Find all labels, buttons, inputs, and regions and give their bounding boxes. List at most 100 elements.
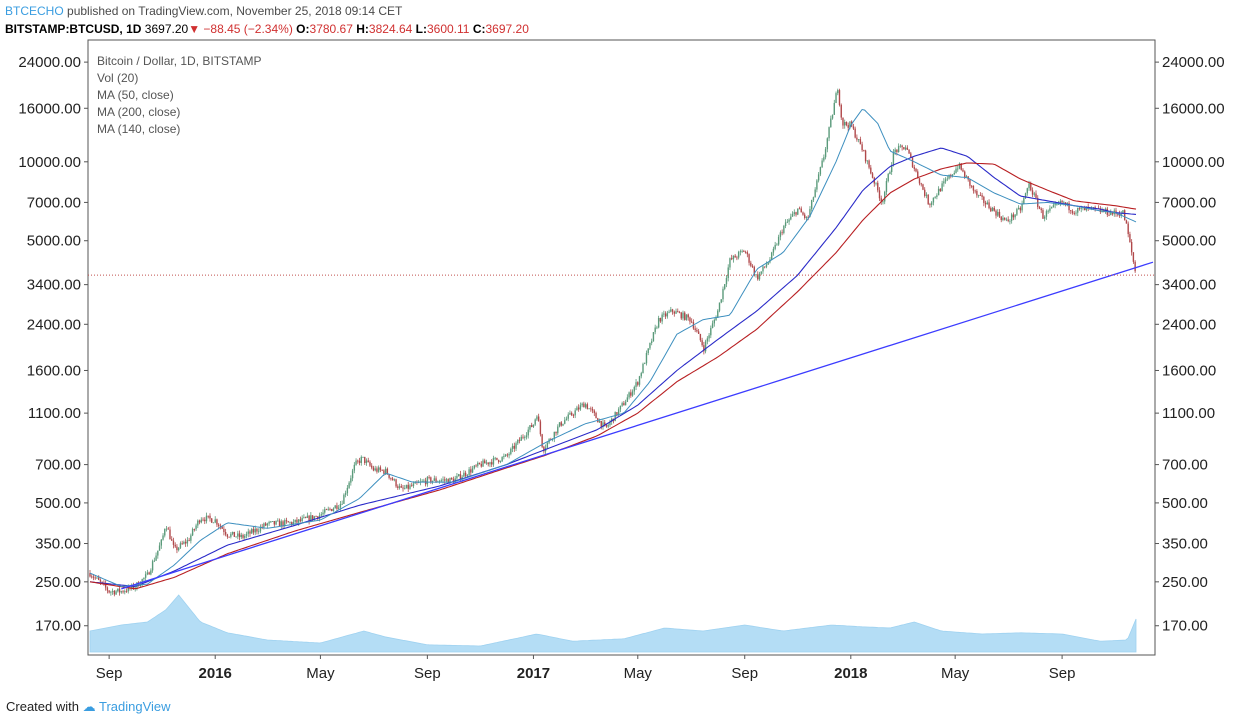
candle-body: [951, 174, 954, 177]
candle-body: [417, 482, 420, 484]
candle-body: [722, 288, 724, 300]
candle-body: [605, 424, 608, 427]
candle-body: [529, 425, 531, 430]
candle-body: [1031, 190, 1034, 195]
candle-body: [814, 189, 816, 198]
candle-body: [925, 194, 928, 196]
candle-body: [310, 515, 312, 522]
candle-body: [473, 465, 476, 469]
ma50-line: [89, 108, 1137, 588]
candle-body: [737, 252, 740, 258]
candle-body: [941, 183, 943, 192]
legend-vol[interactable]: Vol (20): [97, 71, 139, 85]
candle-body: [807, 216, 809, 218]
candle-body: [663, 313, 665, 315]
candle-body: [115, 591, 117, 595]
candle-body: [344, 493, 347, 495]
candle-body: [409, 485, 411, 489]
candle-body: [607, 425, 609, 427]
close-value: 3697.20: [485, 22, 529, 36]
legend-ma200[interactable]: MA (200, close): [97, 105, 181, 119]
candle-body: [176, 546, 178, 551]
author-name[interactable]: BTCECHO: [5, 4, 64, 18]
candle-body: [1094, 207, 1096, 209]
low-label: L:: [415, 22, 427, 36]
candle-body: [92, 576, 95, 578]
y-tick-right: 700.00: [1162, 457, 1208, 474]
candle-body: [541, 434, 543, 447]
candle-body: [555, 431, 557, 434]
candle-body: [577, 407, 580, 410]
candle-body: [451, 477, 453, 480]
candle-body: [710, 328, 712, 336]
candle-body: [579, 405, 582, 410]
candle-body: [591, 408, 594, 411]
candle-body: [285, 520, 288, 522]
tradingview-cloud-icon[interactable]: ☁: [82, 699, 96, 714]
candle-body: [715, 317, 717, 320]
y-tick-right: 1600.00: [1162, 362, 1216, 379]
candle-body: [647, 348, 649, 354]
candle-body: [221, 526, 223, 529]
candle-body: [677, 311, 679, 313]
candle-body: [517, 439, 519, 444]
candle-body: [969, 179, 971, 186]
tradingview-link[interactable]: TradingView: [99, 699, 171, 714]
candle-body: [492, 458, 495, 465]
y-tick-left: 10000.00: [18, 154, 81, 171]
chart-frame: [87, 39, 1156, 656]
legend-ma50[interactable]: MA (50, close): [97, 88, 174, 102]
candle-body: [729, 258, 731, 268]
candle-body: [689, 317, 691, 322]
candle-body: [1033, 193, 1035, 195]
candle-body: [482, 460, 484, 467]
candle-body: [518, 439, 521, 441]
candle-body: [268, 521, 270, 524]
candle-body: [327, 508, 329, 510]
candle-body: [708, 335, 710, 339]
candle-body: [870, 167, 872, 174]
candle-body: [301, 517, 303, 521]
candle-body: [503, 456, 505, 457]
candle-body: [701, 340, 703, 346]
candle-body: [1073, 213, 1075, 214]
candle-body: [313, 516, 316, 520]
candle-body: [204, 519, 206, 522]
candle-body: [188, 540, 190, 541]
candle-body: [317, 516, 319, 519]
candle-body: [593, 410, 596, 413]
candle-body: [200, 519, 202, 523]
candle-body: [875, 182, 877, 184]
candle-body: [770, 252, 773, 260]
candle-body: [600, 420, 602, 427]
candle-body: [1059, 200, 1062, 204]
candle-body: [341, 503, 343, 505]
candle-body: [423, 480, 425, 482]
x-tick-label: Sep: [731, 665, 758, 682]
candle-body: [624, 401, 627, 406]
y-tick-right: 250.00: [1162, 574, 1208, 591]
candle-body: [391, 478, 394, 481]
candle-body: [816, 180, 818, 190]
candle-body: [711, 323, 714, 329]
candle-body: [360, 456, 362, 463]
candle-body: [958, 163, 961, 169]
candle-body: [334, 505, 336, 509]
candle-body: [637, 382, 639, 385]
candle-body: [151, 561, 154, 571]
candle-body: [682, 312, 684, 319]
candle-body: [878, 190, 881, 199]
candle-body: [379, 467, 382, 470]
candle-body: [965, 176, 968, 178]
candle-body: [696, 329, 698, 332]
legend-ma140[interactable]: MA (140, close): [97, 122, 181, 136]
candle-body: [195, 525, 197, 530]
candle-body: [101, 581, 103, 583]
candle-body: [1009, 220, 1011, 222]
candle-body: [948, 174, 950, 179]
candle-body: [353, 464, 356, 471]
candle-body: [520, 436, 522, 441]
candle-body: [748, 254, 750, 263]
y-tick-right: 1100.00: [1162, 405, 1215, 422]
